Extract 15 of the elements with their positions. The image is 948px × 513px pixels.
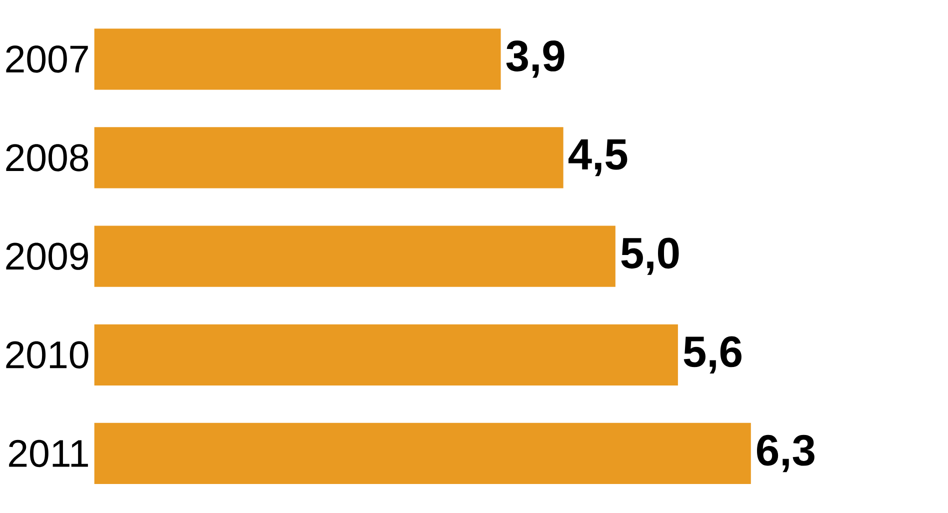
bar bbox=[94, 226, 616, 288]
bar bbox=[94, 28, 501, 90]
data-label: 5,0 bbox=[621, 238, 679, 276]
y-tick-label: 2007 bbox=[6, 46, 88, 73]
y-tick-label: 2010 bbox=[6, 341, 88, 369]
bar bbox=[94, 324, 678, 386]
data-label: 5,6 bbox=[684, 336, 742, 374]
y-tick-label: 2008 bbox=[6, 144, 88, 172]
y-tick-label: 2009 bbox=[6, 242, 88, 270]
bar bbox=[94, 127, 564, 188]
data-label: 3,9 bbox=[506, 40, 564, 78]
bar bbox=[94, 423, 751, 484]
data-label: 4,5 bbox=[568, 140, 628, 176]
data-label: 6,3 bbox=[757, 435, 814, 472]
y-tick-label: 2011 bbox=[9, 440, 88, 468]
